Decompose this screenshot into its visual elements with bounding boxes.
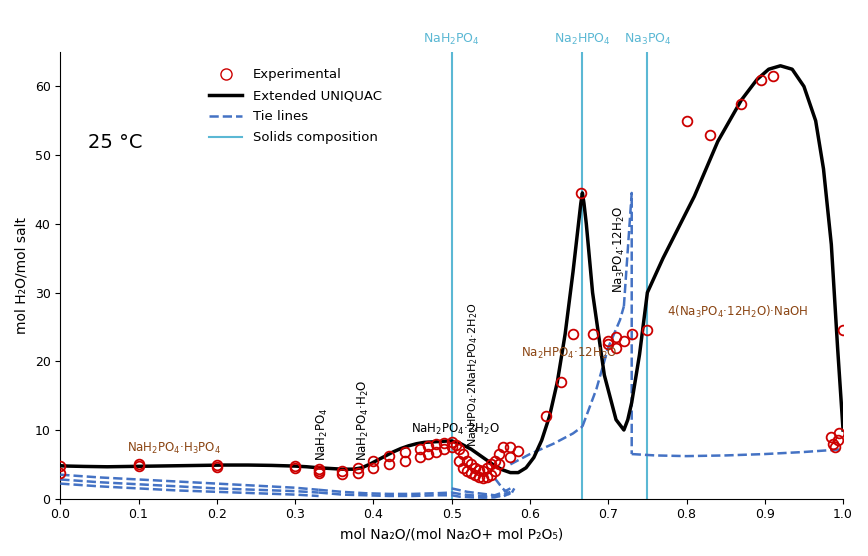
Text: NaH$_2$PO$_4$: NaH$_2$PO$_4$ — [424, 32, 480, 47]
Text: 25 °C: 25 °C — [88, 133, 142, 152]
Text: NaH$_2$PO$_4$·H$_2$O: NaH$_2$PO$_4$·H$_2$O — [356, 379, 372, 461]
Text: Na$_3$PO$_4$: Na$_3$PO$_4$ — [623, 32, 671, 47]
Text: Na$_2$HPO$_4$: Na$_2$HPO$_4$ — [554, 32, 611, 47]
Text: NaH$_2$PO$_4$·H$_3$PO$_4$: NaH$_2$PO$_4$·H$_3$PO$_4$ — [127, 441, 220, 456]
Text: 4(Na$_3$PO$_4$·12H$_2$O)·NaOH: 4(Na$_3$PO$_4$·12H$_2$O)·NaOH — [667, 304, 808, 320]
X-axis label: mol Na₂O/(mol Na₂O+ mol P₂O₅): mol Na₂O/(mol Na₂O+ mol P₂O₅) — [340, 527, 563, 541]
Text: NaH$_2$PO$_4$: NaH$_2$PO$_4$ — [315, 407, 330, 461]
Legend: Experimental, Extended UNIQUAC, Tie lines, Solids composition: Experimental, Extended UNIQUAC, Tie line… — [204, 63, 387, 150]
Text: Na$_2$HPO$_4$·12H$_2$O: Na$_2$HPO$_4$·12H$_2$O — [521, 346, 617, 361]
Text: Na$_3$PO$_4$·12H$_2$O: Na$_3$PO$_4$·12H$_2$O — [612, 205, 628, 292]
Y-axis label: mol H₂O/mol salt: mol H₂O/mol salt — [15, 217, 29, 334]
Text: Na$_2$HPO$_4$·2NaH$_2$PO$_4$·2H$_2$O: Na$_2$HPO$_4$·2NaH$_2$PO$_4$·2H$_2$O — [466, 302, 479, 447]
Text: NaH$_2$PO$_4$·2H$_2$O: NaH$_2$PO$_4$·2H$_2$O — [411, 422, 500, 437]
